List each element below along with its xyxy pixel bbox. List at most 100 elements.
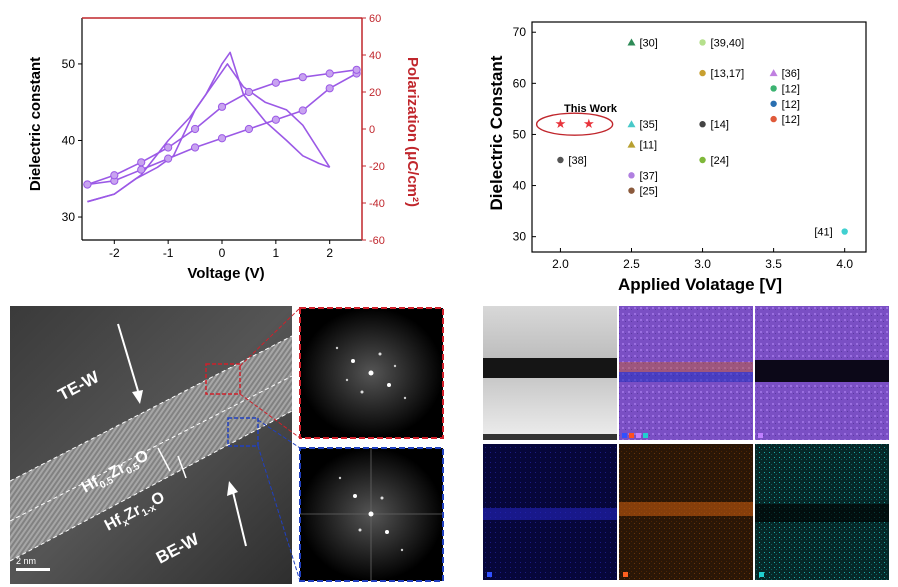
eds-zirconium-map <box>619 444 753 580</box>
this-work-annotation: This Work <box>564 103 618 115</box>
chart1-y2-tick-label: 40 <box>369 50 381 62</box>
chart1-point <box>325 69 334 78</box>
chart1-point <box>83 180 92 189</box>
chart1-point <box>271 78 280 87</box>
chart2-circle-point <box>770 115 777 123</box>
chart1-y2-tick-label: 20 <box>369 87 381 99</box>
chart2-point-label: [41] <box>814 227 832 239</box>
scale-bar <box>16 568 50 571</box>
chart2-circle-point <box>557 156 564 164</box>
chart2-circle-point <box>628 172 635 179</box>
chart1-y2label: Polarization (μC/cm²) <box>404 57 421 207</box>
chart1-y-tick-label: 30 <box>62 210 76 224</box>
chart1-y2-tick-label: -20 <box>369 161 385 173</box>
stem-image <box>483 306 617 440</box>
chart2-xlabel: Applied Volatage [V] <box>618 275 782 294</box>
hzo-layer-label: Hf0.5Zr0.5O <box>79 447 153 499</box>
chart2-x-tick-label: 3.5 <box>765 257 782 271</box>
dielectric-comparison-chart: Dielectric Constant Applied Volatage [V]… <box>487 21 867 294</box>
chart2-x-tick-label: 4.0 <box>836 257 853 271</box>
chart1-y2-tick-label: -60 <box>369 235 385 247</box>
chart1-point <box>110 171 119 180</box>
tem-oxide-layers <box>10 336 292 561</box>
chart2-triangle-point <box>769 69 778 77</box>
chart1-point <box>190 143 200 152</box>
chart2-point-label: [30] <box>639 37 657 49</box>
chart2-circle-point <box>699 39 706 46</box>
chart1-series-3 <box>87 69 357 186</box>
chart1-x-tick-label: -2 <box>109 246 120 260</box>
eds-oxygen-map <box>483 444 617 580</box>
chart2-point-label: [11] <box>639 140 657 152</box>
chart1-point <box>271 115 280 124</box>
chart1-series-2 <box>87 72 357 186</box>
chart1-y-tick-label: 40 <box>62 133 76 147</box>
chart2-triangle-point <box>627 120 636 128</box>
chart1-point <box>298 106 307 115</box>
chart2-y-tick-label: 70 <box>513 25 527 39</box>
this-work-star: ★ <box>583 116 595 131</box>
chart2-circle-point <box>770 100 777 107</box>
fft-pattern-top <box>299 307 444 439</box>
chart2-x-tick-label: 3.0 <box>694 257 711 271</box>
chart2-y-tick-label: 60 <box>513 76 527 90</box>
fft-region-bottom <box>227 417 259 447</box>
chart1-point <box>190 124 200 134</box>
chart2-x-tick-label: 2.0 <box>552 257 569 271</box>
chart2-y-tick-label: 30 <box>513 230 527 244</box>
chart2-circle-point <box>699 156 706 164</box>
chart1-y2-tick-label: 60 <box>369 13 381 25</box>
chart2-point-label: [25] <box>639 186 657 198</box>
chart2-point-label: [12] <box>782 83 800 95</box>
chart1-point <box>164 143 173 152</box>
chart1-xlabel: Voltage (V) <box>187 265 264 282</box>
chart1-point <box>298 73 307 82</box>
chart2-point-label: [35] <box>639 119 657 131</box>
chart1-x-tick-label: 2 <box>326 246 333 260</box>
chart1-series-0 <box>87 51 330 203</box>
hxzo-layer-label: HfxZr1-xO <box>102 489 169 537</box>
chart2-circle-point <box>841 228 848 235</box>
this-work-star: ★ <box>555 116 567 131</box>
chart1-y2-tick-label: -40 <box>369 198 385 210</box>
chart1-point <box>352 65 361 74</box>
chart2-point-label: [12] <box>782 99 800 111</box>
chart2-triangle-point <box>627 38 636 46</box>
chart2-triangle-point <box>627 140 636 148</box>
dielectric-polarization-chart: Dielectric constant Polarization (μC/cm²… <box>27 13 421 282</box>
chart2-y-tick-label: 50 <box>513 127 527 141</box>
eds-overlay-map <box>619 306 753 440</box>
chart2-point-label: [39,40] <box>711 37 745 49</box>
fft-region-top <box>205 363 241 395</box>
chart1-point <box>164 154 173 163</box>
chart2-ylabel: Dielectric Constant <box>487 55 506 210</box>
chart1-x-tick-label: 1 <box>273 246 280 260</box>
chart2-point-label: [37] <box>639 170 657 182</box>
chart1-x-tick-label: -1 <box>163 246 174 260</box>
chart1-point <box>217 102 227 111</box>
chart2-point-label: [14] <box>711 119 729 131</box>
chart2-circle-point <box>699 121 706 128</box>
fft-pattern-bottom <box>299 447 444 582</box>
chart2-point-label: [36] <box>782 68 800 80</box>
chart1-point <box>325 84 334 93</box>
tem-image-panel: TE-W BE-W Hf0.5Zr0.5O HfxZr1-xO 2 nm <box>10 306 444 584</box>
chart2-x-tick-label: 2.5 <box>623 257 640 271</box>
chart2-point-label: [12] <box>782 114 800 126</box>
chart2-point-label: [38] <box>568 155 586 167</box>
eds-hafnium-map <box>755 306 889 440</box>
this-work-ellipse <box>535 112 614 136</box>
chart2-circle-point <box>699 69 706 77</box>
chart2-y-tick-label: 40 <box>513 179 527 193</box>
chart2-circle-point <box>770 85 777 92</box>
chart1-ylabel: Dielectric constant <box>27 57 44 191</box>
chart1-point <box>244 87 254 97</box>
chart1-point <box>137 165 146 174</box>
chart1-point <box>244 124 254 134</box>
chart2-circle-point <box>628 187 635 194</box>
chart1-series-1 <box>87 63 331 203</box>
chart2-frame <box>531 21 867 253</box>
chart1-point <box>217 134 227 143</box>
chart1-x-tick-label: 0 <box>219 246 226 260</box>
eds-mapping-panel <box>483 306 889 580</box>
